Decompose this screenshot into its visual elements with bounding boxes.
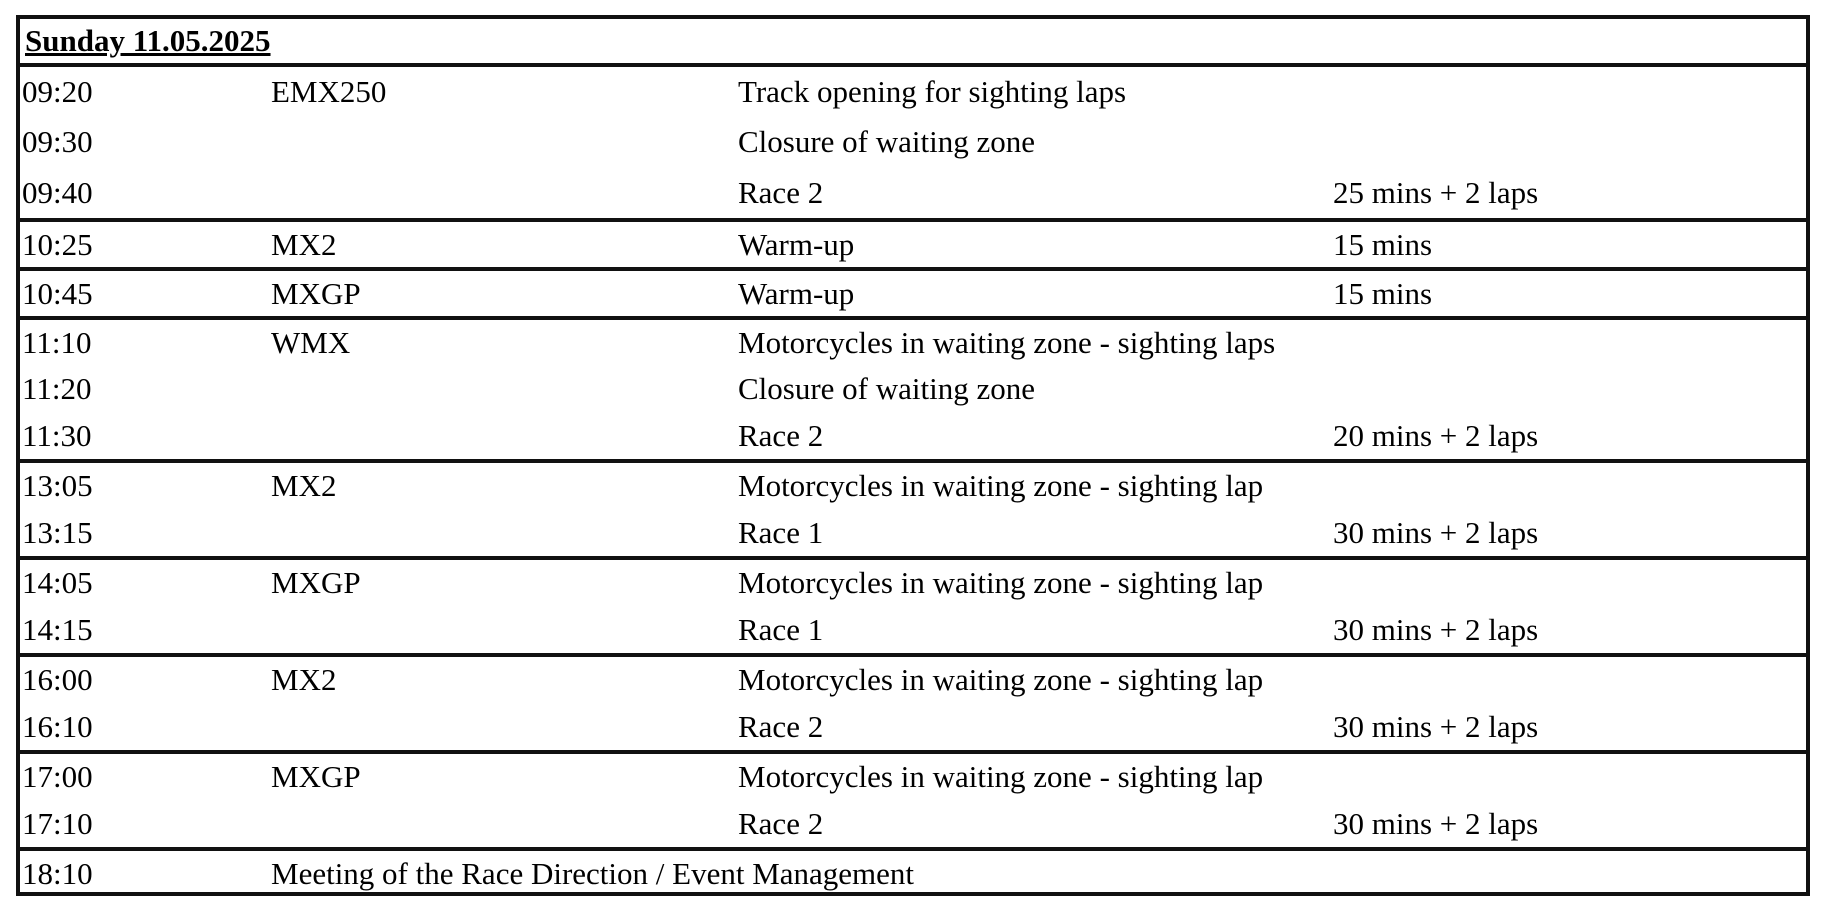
schedule-row: 17:00 MXGP Motorcycles in waiting zone - s… [20, 754, 1806, 800]
cell-event: Warm-up [738, 276, 855, 311]
cell-time: 18:10 [22, 856, 93, 891]
cell-time: 09:20 [22, 74, 93, 110]
schedule-row: 11:30 Race 2 20 mins + 2 laps [20, 413, 1806, 459]
cell-duration: 25 mins + 2 laps [1333, 174, 1539, 210]
cell-duration: 15 mins [1333, 227, 1433, 262]
cell-event: Track opening for sighting laps [738, 74, 1127, 110]
cell-event: Motorcycles in waiting zone - sighting l… [738, 662, 1264, 698]
schedule-row: 09:40 Race 2 25 mins + 2 laps [20, 170, 1806, 216]
cell-class: MX2 [271, 468, 337, 504]
cell-class: Meeting of the Race Direction / Event Ma… [271, 856, 915, 891]
schedule-group: 10:25 MX2 Warm-up 15 mins [20, 222, 1806, 271]
cell-event: Closure of waiting zone [738, 371, 1036, 407]
schedule-row: 11:10 WMX Motorcycles in waiting zone - si… [20, 320, 1806, 366]
cell-time: 14:05 [22, 565, 93, 601]
cell-time: 11:30 [22, 417, 92, 453]
cell-duration: 15 mins [1333, 276, 1433, 311]
cell-duration: 30 mins + 2 laps [1333, 611, 1539, 647]
cell-event: Closure of waiting zone [738, 124, 1036, 160]
cell-event: Race 1 [738, 514, 824, 550]
cell-event: Race 2 [738, 174, 824, 210]
cell-class: EMX250 [271, 74, 387, 110]
cell-class: MXGP [271, 759, 361, 795]
cell-event: Race 2 [738, 805, 824, 841]
cell-event: Race 2 [738, 417, 824, 453]
schedule-group: 10:45 MXGP Warm-up 15 mins [20, 271, 1806, 320]
cell-time: 17:00 [22, 759, 93, 795]
cell-event: Motorcycles in waiting zone - sighting l… [738, 325, 1276, 361]
cell-duration: 20 mins + 2 laps [1333, 417, 1539, 453]
cell-time: 16:00 [22, 662, 93, 698]
schedule-row: 13:05 MX2 Motorcycles in waiting zone - si… [20, 463, 1806, 509]
cell-time: 16:10 [22, 708, 93, 744]
cell-time: 10:45 [22, 276, 93, 311]
cell-duration: 30 mins + 2 laps [1333, 708, 1539, 744]
schedule-group: 13:05 MX2 Motorcycles in waiting zone - si… [20, 463, 1806, 560]
schedule-group: 18:10 Meeting of the Race Direction / Eve… [20, 851, 1806, 892]
cell-event: Motorcycles in waiting zone - sighting l… [738, 759, 1264, 795]
schedule-row: 09:20 EMX250 Track opening for sighting la… [20, 69, 1806, 115]
cell-time: 13:05 [22, 468, 93, 504]
cell-time: 11:10 [22, 325, 92, 361]
schedule-row: 14:05 MXGP Motorcycles in waiting zone - s… [20, 560, 1806, 606]
cell-event: Race 1 [738, 611, 824, 647]
cell-time: 13:15 [22, 514, 93, 550]
cell-class: MXGP [271, 276, 361, 311]
cell-class: MX2 [271, 227, 337, 262]
schedule-group: 16:00 MX2 Motorcycles in waiting zone - si… [20, 657, 1806, 754]
schedule-group: 09:20 EMX250 Track opening for sighting la… [20, 67, 1806, 222]
cell-class: MX2 [271, 662, 337, 698]
schedule-row: 16:10 Race 2 30 mins + 2 laps [20, 704, 1806, 750]
cell-class: WMX [271, 325, 351, 361]
cell-event: Motorcycles in waiting zone - sighting l… [738, 565, 1264, 601]
cell-time: 14:15 [22, 611, 93, 647]
cell-time: 17:10 [22, 805, 93, 841]
cell-time: 09:40 [22, 174, 93, 210]
cell-duration: 30 mins + 2 laps [1333, 514, 1539, 550]
schedule-row: 17:10 Race 2 30 mins + 2 laps [20, 801, 1806, 847]
schedule-group: 14:05 MXGP Motorcycles in waiting zone - s… [20, 560, 1806, 657]
schedule-row: 09:30 Closure of waiting zone [20, 119, 1806, 165]
cell-event: Warm-up [738, 227, 855, 262]
cell-time: 11:20 [22, 371, 92, 407]
schedule-row: 13:15 Race 1 30 mins + 2 laps [20, 510, 1806, 556]
schedule-row: 10:25 MX2 Warm-up 15 mins [20, 222, 1806, 267]
cell-time: 10:25 [22, 227, 93, 262]
schedule-row: 18:10 Meeting of the Race Direction / Eve… [20, 851, 1806, 892]
schedule-date-title: Sunday 11.05.2025 [20, 19, 1806, 67]
schedule-row: 14:15 Race 1 30 mins + 2 laps [20, 607, 1806, 653]
cell-event: Race 2 [738, 708, 824, 744]
schedule-group: 17:00 MXGP Motorcycles in waiting zone - s… [20, 754, 1806, 851]
cell-event: Motorcycles in waiting zone - sighting l… [738, 468, 1264, 504]
cell-time: 09:30 [22, 124, 93, 160]
schedule-group: 11:10 WMX Motorcycles in waiting zone - si… [20, 320, 1806, 463]
schedule-row: 10:45 MXGP Warm-up 15 mins [20, 271, 1806, 316]
cell-duration: 30 mins + 2 laps [1333, 805, 1539, 841]
schedule-row: 11:20 Closure of waiting zone [20, 366, 1806, 412]
schedule-table: Sunday 11.05.2025 09:20 EMX250 Track openi… [16, 15, 1810, 896]
cell-class: MXGP [271, 565, 361, 601]
schedule-row: 16:00 MX2 Motorcycles in waiting zone - si… [20, 657, 1806, 703]
